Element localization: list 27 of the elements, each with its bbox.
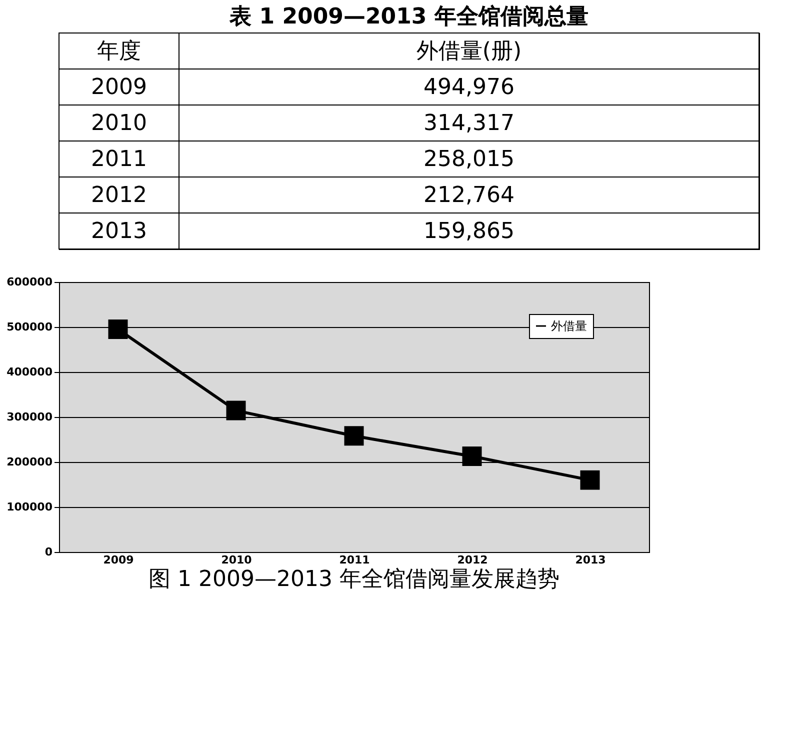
category-label: 2013 bbox=[91, 219, 147, 244]
category-label: 2009 bbox=[91, 75, 147, 100]
category-label: 2011 bbox=[91, 147, 147, 172]
category-label: 2012 bbox=[91, 183, 147, 208]
text: 年度 bbox=[97, 39, 141, 64]
x-tick-label: 2011 bbox=[339, 554, 370, 566]
y-tick-label: 200000 bbox=[6, 456, 53, 468]
text: 258,015 bbox=[424, 147, 514, 172]
text: 159,865 bbox=[424, 219, 514, 244]
text: 314,317 bbox=[424, 111, 514, 136]
y-tick-label: 400000 bbox=[6, 366, 53, 378]
y-tick-label: 600000 bbox=[6, 276, 53, 288]
y-tick-label: 0 bbox=[44, 546, 53, 558]
y-tick-label: 100000 bbox=[6, 500, 53, 514]
text: 外借量(册) bbox=[416, 39, 522, 64]
text: 212,764 bbox=[424, 183, 514, 208]
x-tick-label: 2013 bbox=[575, 554, 606, 566]
x-tick-label: 2010 bbox=[221, 554, 252, 566]
chart-title: 表 1 2009—2013 年全馆借阅总量 bbox=[228, 4, 588, 30]
caption: 图 1 2009—2013 年全馆借阅量发展趋势 bbox=[148, 567, 560, 592]
text: 494,976 bbox=[424, 75, 514, 100]
x-tick-label: 2009 bbox=[103, 554, 134, 566]
y-tick-label: 300000 bbox=[6, 410, 53, 424]
y-tick-label: 500000 bbox=[6, 320, 53, 334]
category-label: 2010 bbox=[91, 111, 147, 136]
legend-label: 外借量 bbox=[551, 319, 587, 333]
x-tick-label: 2012 bbox=[457, 554, 488, 566]
